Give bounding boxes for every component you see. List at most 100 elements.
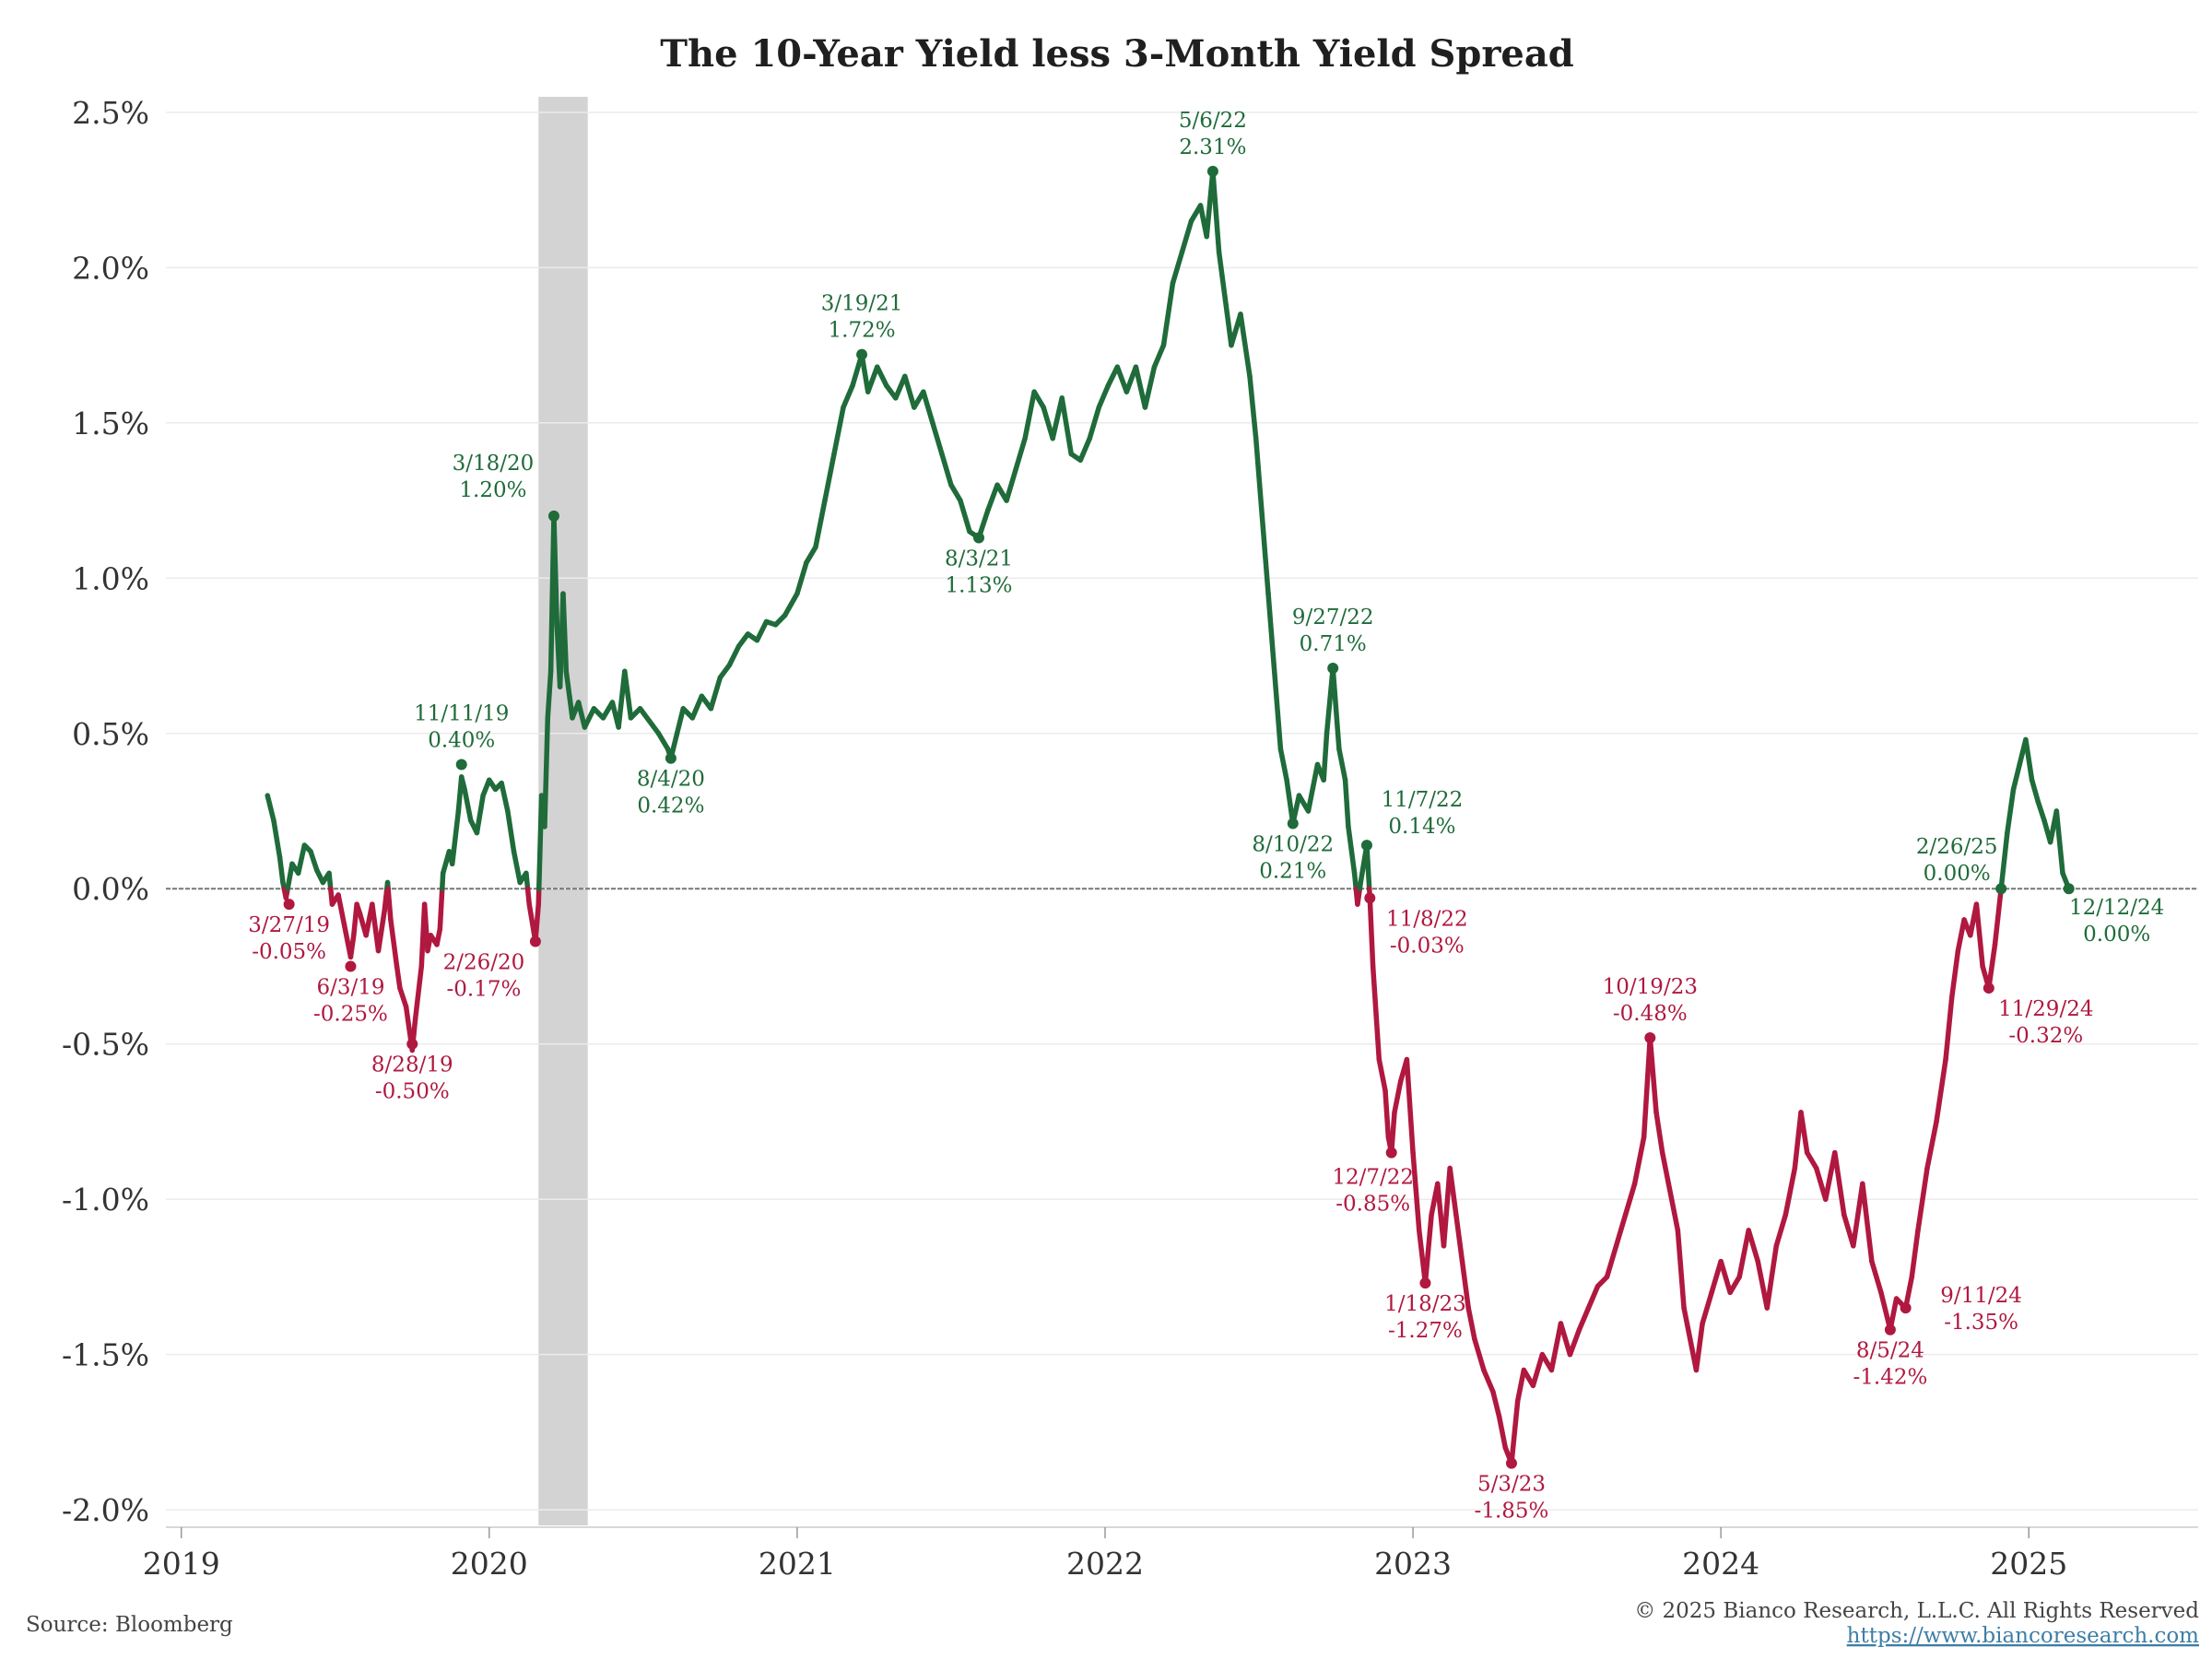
series-line-segment [985,482,1000,512]
series-line-segment [505,808,517,854]
annotation-value: 1.72% [829,319,896,343]
annotation-value: -0.32% [2008,1024,2083,1048]
series-line-segment [1509,1398,1521,1466]
series-line-segment [1013,435,1028,473]
series-line-segment [1665,1181,1681,1233]
series-line-segment [646,718,662,736]
series-line-segment [1585,1283,1601,1311]
y-tick-label: 2.5% [72,95,149,131]
y-tick-label: -2.0% [62,1492,149,1528]
annotation-date: 11/11/19 [414,701,509,725]
series-line-segment [841,382,855,410]
series-line-segment [902,373,917,410]
annotation-date: 8/5/24 [1856,1339,1924,1363]
y-tick-label: 0.5% [72,716,149,752]
series-line-segment [1170,249,1185,286]
series-line-segment [265,793,276,823]
x-tick-label: 2021 [759,1546,836,1582]
series-line-segment [1210,169,1222,255]
series-line-segment [1059,395,1074,457]
series-line-segment [948,482,963,503]
series-line-segment [930,420,945,457]
annotation-date: 2/26/25 [1916,835,1998,859]
annotation-value: 0.00% [2083,923,2150,947]
series-line-segment [440,870,446,891]
series-line-segment [1558,1321,1573,1358]
series-line-segment [1336,746,1348,783]
annotation-point [1505,1457,1517,1469]
series-line-segment [1376,1056,1388,1094]
series-line-segment [1992,886,2004,947]
series-line-segment [1659,1149,1672,1187]
series-line-segment [1727,1274,1742,1296]
annotation-value: -0.50% [375,1080,450,1104]
annotation-date: 8/10/22 [1252,832,1334,856]
series-line-segment [1259,513,1271,596]
series-line-segment [1709,1258,1724,1296]
annotation-value: 0.21% [1259,859,1326,883]
series-line-segment [385,886,394,923]
annotation-point [345,960,357,972]
series-line-segment [375,908,387,954]
y-tick-label: 2.0% [72,250,149,286]
series-line-segment [1330,665,1342,752]
series-line-segment [1271,668,1284,752]
series-line-segment [1114,364,1130,394]
annotation-point [455,759,467,771]
series-line-segment [582,706,597,730]
y-tick-label: 1.5% [72,406,149,441]
series-line-segment [1955,917,1967,954]
series-line-segment [1943,994,1955,1063]
series-line-segment [1755,1258,1771,1311]
series-line-segment [276,854,286,886]
annotation-point [1385,1147,1397,1159]
series-line-segment [1915,1165,1930,1233]
annotation-date: 5/3/23 [1477,1473,1546,1497]
annotation-point [529,935,541,947]
series-line-segment [921,389,935,426]
annotation-date: 3/19/21 [821,292,903,316]
annotation-value: 0.00% [1924,862,1991,886]
series-line-segment [1305,761,1321,814]
series-line-segment [1496,1414,1509,1451]
annotation-value: -0.85% [1335,1193,1410,1217]
series-line-segment [794,559,809,596]
series-line-segment [295,842,308,877]
series-line-segment [1041,405,1055,441]
annotation-value: -1.42% [1853,1366,1927,1390]
x-tick-label: 2022 [1066,1546,1144,1582]
website-link[interactable]: https://www.biancoresearch.com [1847,1624,2200,1648]
series-line-segment [875,364,889,389]
series-line-segment [524,886,532,907]
series-line-segment [434,926,443,947]
series-line-segment [1216,249,1229,301]
annotation-date: 9/11/24 [1940,1284,2022,1308]
annotation-point [1644,1031,1656,1043]
y-tick-label: -1.0% [62,1182,149,1218]
series-line-segment [1934,1056,1948,1124]
series-line-segment [1367,895,1376,970]
series-line-segment [2035,799,2047,823]
series-line-segment [958,498,972,535]
series-line-segment [1222,296,1234,348]
series-line-segment [822,451,837,503]
y-axis: 2.5% 2.0% 1.5% 1.0% 0.5% 0.0% -0.5% -1.0% -1.5% -… [62,95,149,1528]
series-line-segment [1783,1165,1798,1218]
series-line-segment [1382,1088,1392,1140]
series-line-segment [1370,963,1382,1063]
series-line-segment [1924,1119,1939,1171]
series-line-segment [1388,1110,1397,1156]
series-line-segment [1022,389,1037,441]
series-line-segment [1647,1035,1659,1115]
series-line-segment [394,963,403,991]
annotation-point [665,752,677,764]
annotation-value: 1.13% [945,573,1012,597]
series-line-segment [437,886,445,932]
annotation-point [1360,840,1372,852]
series-line-segment [551,513,560,628]
series-line-segment [1746,1228,1760,1265]
series-line-segment [326,870,334,891]
annotation-value: -0.25% [313,1002,388,1026]
series-line-segment [1179,218,1194,255]
annotation-value: -1.85% [1475,1500,1549,1524]
